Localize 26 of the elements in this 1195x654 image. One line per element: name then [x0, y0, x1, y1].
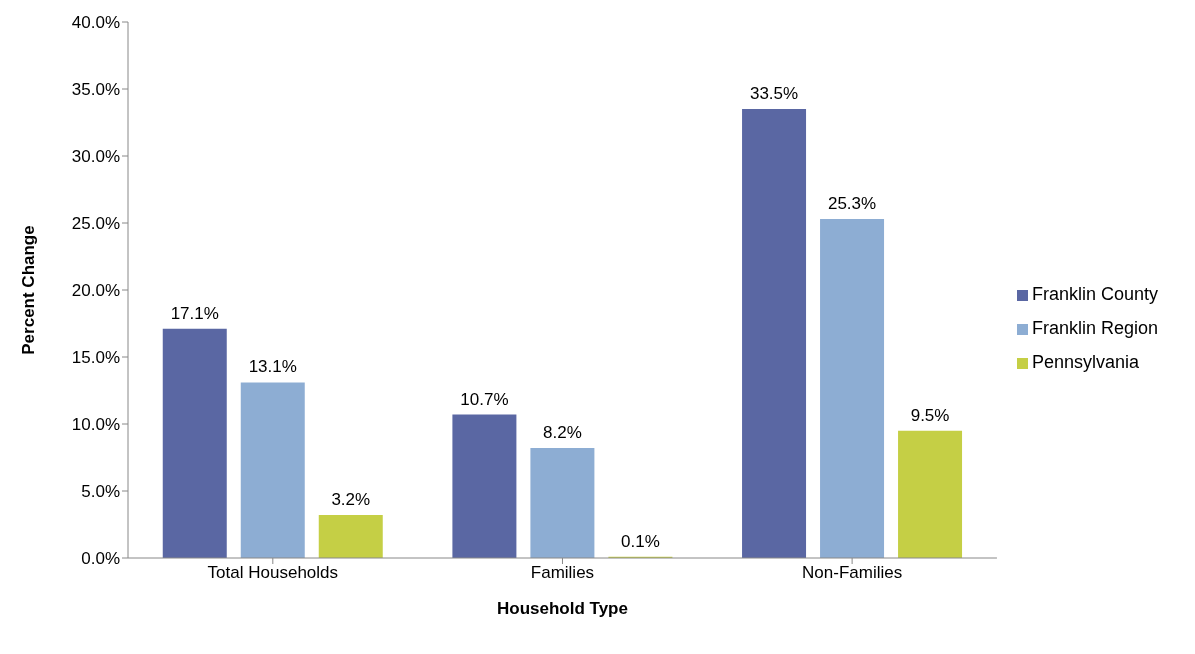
- y-tick-label: 35.0%: [71, 80, 120, 100]
- data-label: 25.3%: [827, 193, 877, 213]
- data-label: 33.5%: [749, 84, 799, 104]
- y-tick-label: 15.0%: [71, 348, 120, 368]
- x-axis-title: Household Type: [496, 599, 628, 618]
- data-label: 3.2%: [331, 490, 371, 510]
- legend-label: Pennsylvania: [1031, 352, 1140, 372]
- y-tick-label: 10.0%: [71, 415, 120, 435]
- data-label: 9.5%: [910, 405, 950, 425]
- y-tick-label: 5.0%: [81, 482, 120, 502]
- y-tick-label: 0.0%: [81, 549, 120, 569]
- x-tick-label: Non-Families: [802, 563, 903, 583]
- y-tick-label: 20.0%: [71, 281, 120, 301]
- data-label: 17.1%: [170, 303, 219, 323]
- data-label: 10.7%: [460, 389, 509, 409]
- data-label: 13.1%: [248, 357, 297, 377]
- x-tick-label: Families: [530, 563, 595, 583]
- data-label: 8.2%: [543, 423, 582, 443]
- y-tick-label: 30.0%: [71, 147, 120, 167]
- x-tick-label: Total Households: [207, 563, 339, 583]
- data-label: 0.1%: [621, 531, 660, 551]
- y-tick-label: 25.0%: [71, 214, 120, 234]
- legend-label: Franklin Region: [1031, 318, 1158, 338]
- y-axis-title: Percent Change: [19, 225, 39, 355]
- y-tick-label: 40.0%: [71, 13, 120, 33]
- legend-label: Franklin County: [1031, 284, 1158, 304]
